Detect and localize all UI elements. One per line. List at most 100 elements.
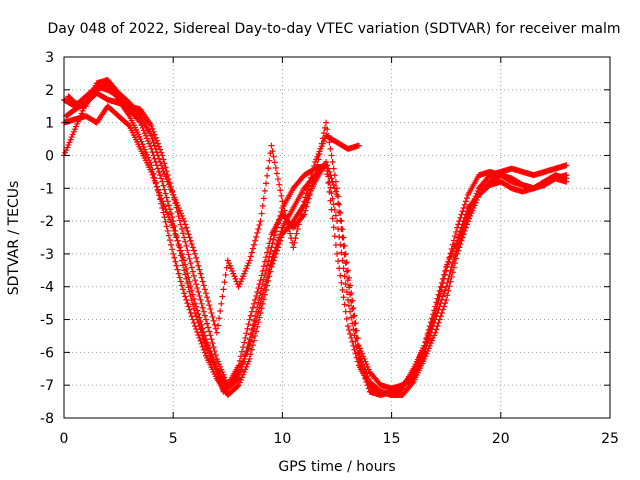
data-point-interp — [207, 306, 214, 313]
data-point — [181, 218, 188, 225]
data-point-interp — [419, 348, 426, 355]
data-point-interp — [160, 209, 167, 216]
data-point-interp — [351, 320, 358, 327]
data-point-interp — [149, 166, 156, 173]
data-point-interp — [256, 222, 263, 229]
data-point-interp — [211, 359, 218, 366]
data-point-interp — [307, 174, 314, 181]
data-point-interp — [245, 340, 252, 347]
data-point-interp — [423, 334, 430, 341]
data-point-interp — [185, 303, 192, 310]
data-point — [563, 178, 570, 185]
data-point-interp — [327, 145, 334, 152]
data-point-interp — [169, 222, 176, 229]
data-point-interp — [158, 200, 165, 207]
data-point — [148, 162, 155, 169]
data-point-interp — [199, 304, 206, 311]
data-point — [235, 382, 242, 389]
data-point-interp — [194, 329, 201, 336]
data-point-interp — [200, 329, 207, 336]
data-point-interp — [450, 264, 457, 271]
data-point-interp — [449, 248, 456, 255]
data-point-interp — [330, 181, 337, 188]
data-point-interp — [214, 322, 221, 329]
data-point-interp — [433, 299, 440, 306]
data-point-interp — [188, 287, 195, 294]
data-point-interp — [198, 321, 205, 328]
data-point-interp — [244, 361, 251, 368]
data-point-interp — [240, 273, 247, 280]
data-point-interp — [451, 243, 458, 250]
data-point-interp — [363, 370, 370, 377]
data-point-interp — [337, 217, 344, 224]
data-point-interp — [304, 186, 311, 193]
data-point-interp — [264, 282, 271, 289]
data-point-interp — [198, 274, 205, 281]
data-point-interp — [435, 319, 442, 326]
data-point-interp — [270, 257, 277, 264]
data-point-interp — [171, 227, 178, 234]
data-point-interp — [441, 290, 448, 297]
data-point-interp — [272, 164, 279, 171]
data-point — [432, 329, 439, 336]
data-point-interp — [196, 334, 203, 341]
data-point-interp — [188, 241, 195, 248]
data-point-interp — [277, 212, 284, 219]
data-point — [268, 244, 275, 251]
data-point — [301, 198, 308, 205]
data-point-interp — [352, 327, 359, 334]
data-point-interp — [318, 143, 325, 150]
data-point-interp — [409, 370, 416, 377]
data-point — [334, 218, 340, 225]
data-point-interp — [411, 366, 418, 373]
data-point-interp — [139, 141, 146, 148]
data-point-interp — [241, 339, 248, 346]
data-point-interp — [343, 268, 350, 275]
data-point-interp — [201, 286, 208, 293]
data-point — [421, 342, 428, 349]
data-point-interp — [437, 283, 444, 290]
data-point-interp — [342, 250, 349, 257]
data-point — [323, 119, 330, 126]
data-point-interp — [156, 168, 163, 175]
data-point-interp — [430, 334, 437, 341]
data-point-interp — [451, 233, 458, 240]
x-tick-label: 5 — [169, 431, 178, 447]
y-tick-label: -3 — [40, 247, 54, 263]
data-point-interp — [238, 348, 245, 355]
data-point-interp — [330, 224, 337, 231]
data-point-interp — [157, 196, 164, 203]
data-point-interp — [253, 308, 260, 315]
data-point-interp — [67, 136, 74, 143]
data-point-interp — [453, 228, 460, 235]
data-point-interp — [207, 332, 214, 339]
data-point-interp — [284, 221, 291, 228]
data-point-interp — [340, 294, 347, 301]
data-point-interp — [208, 336, 215, 343]
y-tick-label: 0 — [45, 148, 54, 164]
data-point-interp — [252, 237, 259, 244]
data-point-interp — [136, 111, 143, 118]
data-point-interp — [69, 131, 76, 138]
data-point-interp — [153, 137, 160, 144]
data-point-interp — [160, 156, 167, 163]
data-point-interp — [435, 291, 442, 298]
data-point-interp — [270, 236, 277, 243]
x-tick-label: 0 — [60, 431, 69, 447]
data-point-interp — [258, 272, 265, 279]
data-point-interp — [331, 185, 338, 192]
data-point-interp — [351, 312, 358, 319]
data-point-interp — [256, 314, 263, 321]
data-point-interp — [157, 172, 164, 179]
data-point — [213, 355, 220, 362]
data-point-interp — [365, 385, 372, 392]
data-point-interp — [189, 291, 196, 298]
data-point-interp — [193, 254, 200, 261]
data-point-interp — [218, 300, 225, 307]
data-point-interp — [338, 225, 345, 232]
data-point-interp — [341, 273, 348, 280]
data-point-interp — [269, 260, 276, 267]
data-point-interp — [149, 171, 156, 178]
data-point-interp — [422, 338, 429, 345]
data-point-interp — [433, 326, 440, 333]
